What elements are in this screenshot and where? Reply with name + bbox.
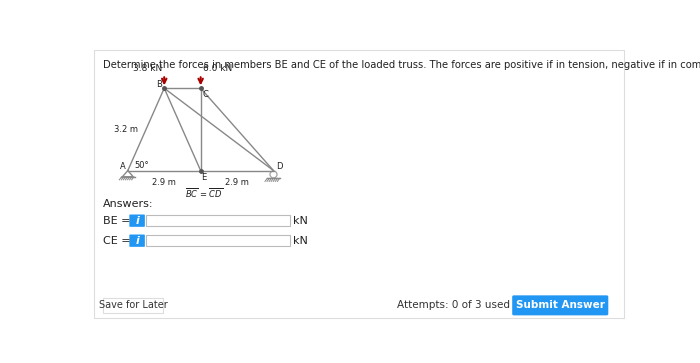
Text: 50°: 50° bbox=[135, 161, 149, 170]
Text: kN: kN bbox=[293, 236, 308, 246]
FancyBboxPatch shape bbox=[146, 235, 290, 246]
Text: 3.2 m: 3.2 m bbox=[114, 125, 139, 134]
Text: Answers:: Answers: bbox=[103, 199, 153, 209]
Text: 2.9 m: 2.9 m bbox=[225, 178, 249, 187]
Text: i: i bbox=[135, 216, 139, 226]
Text: D: D bbox=[276, 162, 282, 171]
Text: A: A bbox=[120, 162, 125, 171]
Text: 3.8 kN: 3.8 kN bbox=[134, 64, 162, 73]
Text: B: B bbox=[156, 80, 162, 89]
Text: C: C bbox=[202, 90, 208, 99]
FancyBboxPatch shape bbox=[94, 50, 624, 318]
FancyBboxPatch shape bbox=[512, 295, 608, 315]
Text: Determine the forces in members BE and CE of the loaded truss. The forces are po: Determine the forces in members BE and C… bbox=[103, 61, 700, 70]
Text: BE =: BE = bbox=[103, 216, 130, 226]
Text: kN: kN bbox=[293, 216, 308, 226]
Text: 6.0 kN: 6.0 kN bbox=[203, 64, 232, 73]
Text: 2.9 m: 2.9 m bbox=[153, 178, 176, 187]
Text: Submit Answer: Submit Answer bbox=[516, 300, 605, 310]
Text: $\overline{BC}$ = $\overline{CD}$: $\overline{BC}$ = $\overline{CD}$ bbox=[186, 186, 223, 200]
FancyBboxPatch shape bbox=[146, 215, 290, 226]
Text: i: i bbox=[135, 236, 139, 246]
Text: Attempts: 0 of 3 used: Attempts: 0 of 3 used bbox=[397, 300, 510, 310]
FancyBboxPatch shape bbox=[103, 298, 163, 313]
Text: CE =: CE = bbox=[103, 236, 131, 246]
FancyBboxPatch shape bbox=[130, 215, 145, 227]
FancyBboxPatch shape bbox=[130, 234, 145, 247]
Text: E: E bbox=[202, 173, 206, 182]
Text: Save for Later: Save for Later bbox=[99, 300, 167, 310]
